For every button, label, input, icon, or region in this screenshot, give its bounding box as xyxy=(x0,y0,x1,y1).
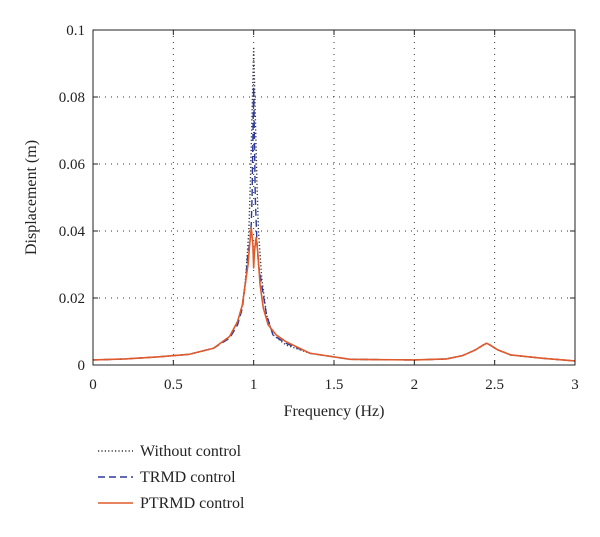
y-tick-label: 0.02 xyxy=(59,291,85,307)
x-axis-ticks: 0 0.5 1 1.5 2 2.5 3 xyxy=(89,30,579,393)
grid-lines xyxy=(93,30,575,365)
x-tick-label: 1 xyxy=(250,377,258,393)
x-tick-label: 0.5 xyxy=(164,377,183,393)
legend-label-3: PTRMD control xyxy=(140,495,245,512)
legend-label-2: TRMD control xyxy=(140,469,236,486)
series-line-1 xyxy=(92,46,576,362)
x-axis-label: Frequency (Hz) xyxy=(284,403,385,420)
series-lines xyxy=(92,46,576,362)
x-tick-label: 2.5 xyxy=(485,377,504,393)
y-axis-label: Displacement (m) xyxy=(23,140,40,255)
y-tick-label: 0 xyxy=(78,358,86,374)
series-line-3 xyxy=(92,226,576,362)
plot-frame xyxy=(92,29,576,366)
legend: Without control TRMD control PTRMD control xyxy=(98,443,245,512)
y-tick-label: 0.08 xyxy=(59,90,85,106)
y-tick-label: 0.04 xyxy=(59,224,86,240)
x-tick-label: 2 xyxy=(411,377,419,393)
y-tick-label: 0.1 xyxy=(66,23,85,39)
series-line-2 xyxy=(92,86,576,362)
y-axis-ticks: 0 0.02 0.04 0.06 0.08 0.1 xyxy=(59,23,575,374)
y-tick-label: 0.06 xyxy=(59,157,86,173)
x-tick-label: 3 xyxy=(571,377,579,393)
x-tick-label: 0 xyxy=(89,377,97,393)
x-tick-label: 1.5 xyxy=(325,377,344,393)
legend-label-1: Without control xyxy=(140,443,242,460)
